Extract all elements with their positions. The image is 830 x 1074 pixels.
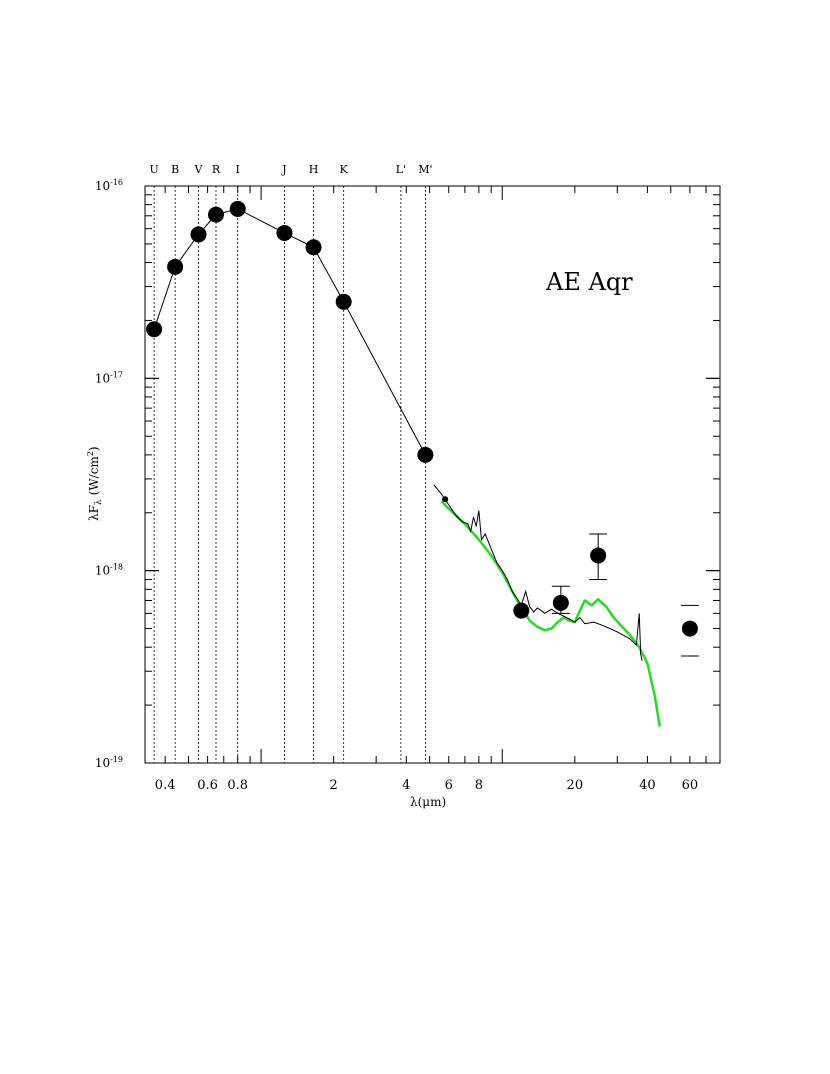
band-label-6: H <box>309 163 319 176</box>
photometry-point-5 <box>276 224 293 241</box>
band-label-3: R <box>212 163 221 176</box>
photometry-point-2 <box>190 226 207 243</box>
band-label-5: J <box>281 163 286 176</box>
y-tick-exp-0: -16 <box>110 178 123 187</box>
plot-frame <box>144 185 721 764</box>
y-tick-base-0: 10 <box>95 179 110 193</box>
y-tick-base-2: 10 <box>95 564 110 578</box>
photometry-point-1 <box>167 258 184 275</box>
band-label-4: I <box>236 163 240 176</box>
band-lines <box>153 186 426 763</box>
band-label-2: V <box>194 163 204 176</box>
x-tick-label-6: 8 <box>475 778 483 793</box>
y-axis-title: λFλ (W/cm2) <box>86 446 104 521</box>
ir-point-0 <box>442 496 449 503</box>
ir-point-4 <box>681 620 698 637</box>
x-tick-label-9: 60 <box>682 778 699 793</box>
band-label-8: L' <box>396 163 406 176</box>
ir-point-1 <box>513 602 530 619</box>
model-curve <box>440 500 661 727</box>
x-tick-label-3: 2 <box>330 778 338 793</box>
y-tick-base-1: 10 <box>95 371 110 385</box>
y-axis-title-units-end: ) <box>87 446 101 451</box>
x-tick-label-2: 0.8 <box>227 778 248 793</box>
ir-spectrum <box>433 484 643 661</box>
y-tick-exp-1: -17 <box>110 370 123 379</box>
band-label-9: M' <box>418 163 432 176</box>
y-axis-title-units: (W/cm <box>87 456 101 496</box>
y-tick-exp-2: -18 <box>110 563 123 572</box>
y-tick-label-3: 10-19 <box>95 755 123 770</box>
x-tick-label-8: 40 <box>639 778 656 793</box>
x-tick-label-7: 20 <box>567 778 584 793</box>
y-axis-title-units-sup: 2 <box>86 451 95 456</box>
axis-ticks <box>145 186 721 764</box>
photometry-point-7 <box>335 293 352 310</box>
ir-point-3 <box>590 547 607 564</box>
y-tick-label-0: 10-16 <box>95 178 123 193</box>
y-axis-title-sub: λ <box>94 499 104 505</box>
data-points <box>146 200 699 657</box>
x-tick-label-1: 0.6 <box>197 778 218 793</box>
x-tick-label-0: 0.4 <box>155 778 176 793</box>
photometry-point-6 <box>305 239 322 256</box>
y-tick-label-2: 10-18 <box>95 563 123 578</box>
photometry-point-4 <box>229 200 246 217</box>
x-axis-title: λ(μm) <box>410 795 446 809</box>
photometry-point-8 <box>417 446 434 463</box>
y-tick-label-1: 10-17 <box>95 370 123 385</box>
y-tick-exp-3: -19 <box>110 755 123 764</box>
chart-title: AE Aqr <box>545 268 633 296</box>
ir-point-2 <box>552 594 569 611</box>
photometry-point-3 <box>207 206 224 223</box>
band-label-1: B <box>171 163 179 176</box>
band-label-0: U <box>149 163 158 176</box>
sed-line <box>153 208 426 456</box>
band-label-7: K <box>340 163 349 176</box>
x-tick-label-4: 4 <box>402 778 410 793</box>
photometry-point-0 <box>146 321 163 338</box>
y-tick-base-3: 10 <box>95 756 110 770</box>
x-tick-label-5: 6 <box>445 778 453 793</box>
y-axis-title-main: λF <box>87 505 101 521</box>
